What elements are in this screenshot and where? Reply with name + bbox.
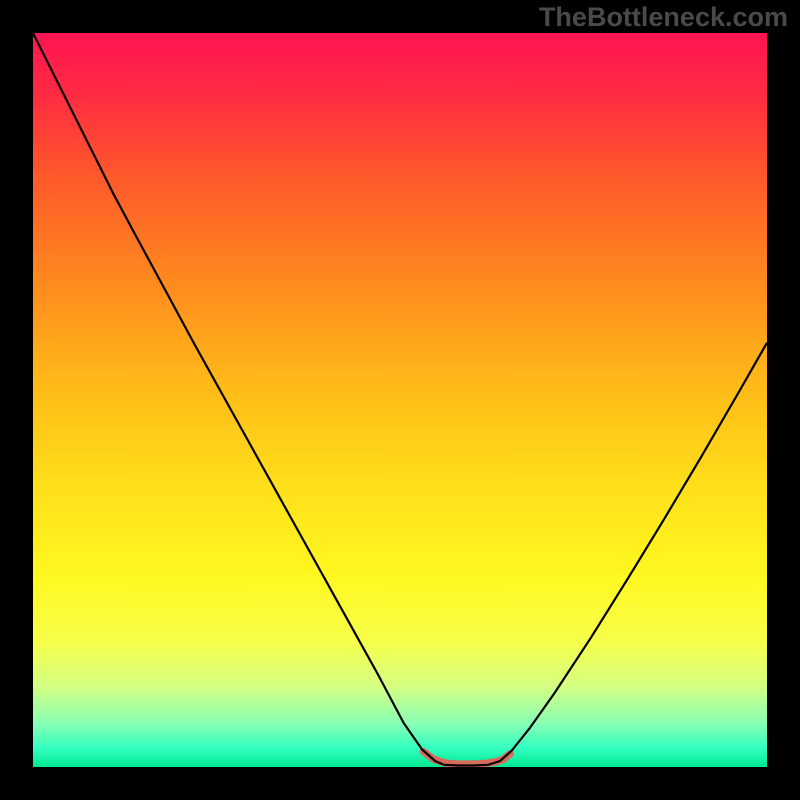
chart-container: { "watermark": { "text": "TheBottleneck.… (0, 0, 800, 800)
plot-area (33, 33, 767, 767)
watermark-text: TheBottleneck.com (539, 2, 788, 33)
background-gradient (33, 33, 767, 767)
